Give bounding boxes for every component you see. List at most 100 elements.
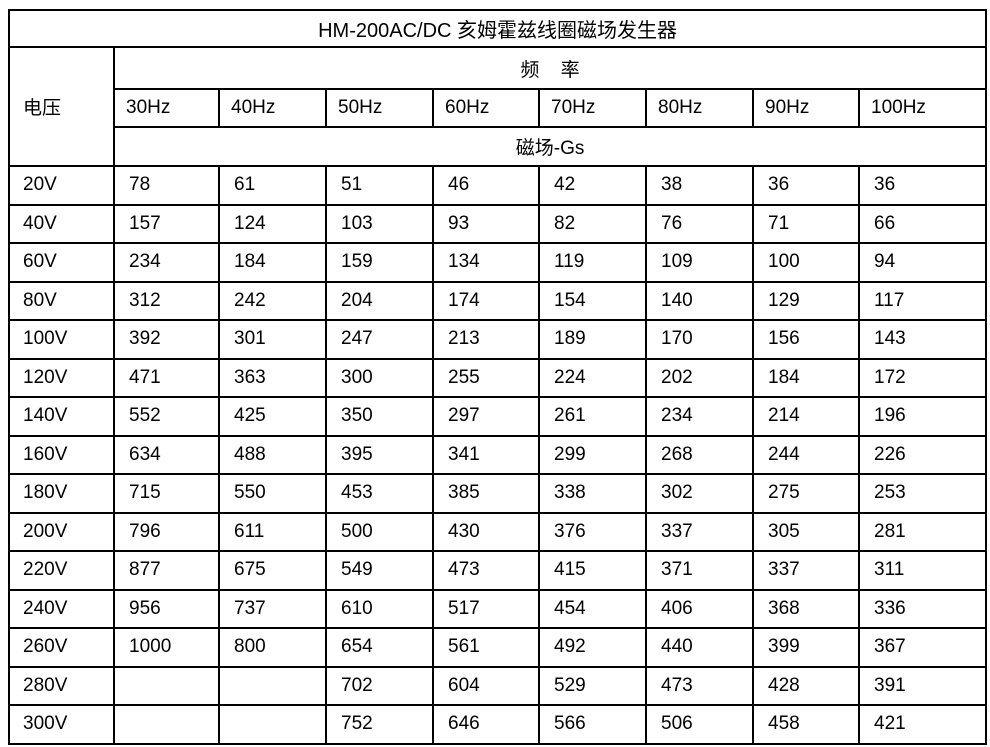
field-value-cell: 189 [538,319,647,360]
field-value-cell: 170 [645,319,754,360]
field-value-cell: 78 [113,165,220,206]
voltage-column-header: 电压 [8,46,115,167]
field-value-cell: 36 [857,165,988,206]
frequency-group-header: 频 率 [112,46,988,90]
field-value-cell: 1000 [113,627,220,668]
voltage-cell: 200V [8,511,115,552]
field-value-cell: 143 [857,319,988,360]
field-unit-header: 磁场-Gs [112,126,988,167]
field-value-cell: 51 [325,165,434,206]
field-value-cell: 634 [113,434,220,475]
voltage-cell: 20V [8,165,115,206]
field-value-cell: 244 [752,434,860,475]
frequency-column-header: 80Hz [645,88,754,128]
field-value-cell: 473 [645,665,754,706]
voltage-cell: 80V [8,280,115,321]
field-value-cell: 702 [325,665,434,706]
field-value-cell: 430 [432,511,540,552]
field-value-cell: 204 [325,280,434,321]
field-value-cell: 157 [113,203,220,244]
field-value-cell: 610 [325,588,434,629]
field-value-cell [218,704,327,745]
field-unit-row: 磁场-Gs [9,126,988,167]
field-value-cell: 338 [538,473,647,514]
table-row: 220V 877 675 549 473 415 371 337 311 [8,550,988,591]
field-value-cell: 956 [113,588,220,629]
field-value-cell: 392 [113,319,220,360]
field-value-cell: 492 [538,627,647,668]
field-value-cell: 415 [538,550,647,591]
field-value-cell: 371 [645,550,754,591]
field-value-cell: 440 [645,627,754,668]
field-value-cell: 391 [857,665,988,706]
field-value-cell: 71 [752,203,860,244]
field-value-cell: 454 [538,588,647,629]
field-value-cell: 234 [113,242,220,283]
field-value-cell: 213 [432,319,540,360]
field-value-cell: 302 [645,473,754,514]
field-value-cell: 119 [538,242,647,283]
table-title: HM-200AC/DC 亥姆霍兹线圈磁场发生器 [7,9,988,48]
field-value-cell [218,665,327,706]
voltage-cell: 160V [8,434,115,475]
field-value-cell: 399 [752,627,860,668]
voltage-cell: 100V [8,319,115,360]
field-value-cell: 877 [113,550,220,591]
field-value-cell: 337 [752,550,860,591]
voltage-cell: 40V [8,203,115,244]
field-value-cell: 184 [218,242,327,283]
voltage-cell: 240V [8,588,115,629]
field-value-cell: 654 [325,627,434,668]
magnetic-field-table: HM-200AC/DC 亥姆霍兹线圈磁场发生器 电压 频 率 30Hz 40Hz 5… [7,9,988,745]
frequency-column-header: 60Hz [432,88,540,128]
field-value-cell: 134 [432,242,540,283]
field-value-cell: 421 [857,704,988,745]
field-value-cell: 109 [645,242,754,283]
field-value-cell: 611 [218,511,327,552]
field-value-cell: 336 [857,588,988,629]
table-row: 200V 796 611 500 430 376 337 305 281 [8,511,988,552]
table-body: 20V 78 61 51 46 42 38 36 36 40V 157 124 103 93 82 76 71 6… [8,165,988,745]
field-value-cell: 341 [432,434,540,475]
field-value-cell: 458 [752,704,860,745]
field-value-cell: 140 [645,280,754,321]
table-row: 100V 392 301 247 213 189 170 156 143 [8,319,988,360]
field-value-cell: 93 [432,203,540,244]
field-value-cell [113,704,220,745]
field-value-cell: 301 [218,319,327,360]
field-value-cell: 159 [325,242,434,283]
field-value-cell: 255 [432,357,540,398]
frequency-column-header: 40Hz [218,88,327,128]
field-value-cell: 517 [432,588,540,629]
voltage-cell: 180V [8,473,115,514]
frequency-column-header: 100Hz [857,88,988,128]
voltage-cell: 300V [8,704,115,745]
field-value-cell: 242 [218,280,327,321]
table-row: 280V 702 604 529 473 428 391 [8,665,988,706]
field-value-cell: 174 [432,280,540,321]
field-value-cell: 82 [538,203,647,244]
field-value-cell: 42 [538,165,647,206]
field-value-cell: 752 [325,704,434,745]
table-row: 60V 234 184 159 134 119 109 100 94 [8,242,988,283]
field-value-cell: 406 [645,588,754,629]
table-row: 260V 1000 800 654 561 492 440 399 367 [8,627,988,668]
table-row: 20V 78 61 51 46 42 38 36 36 [8,165,988,206]
field-value-cell: 226 [857,434,988,475]
field-value-cell: 796 [113,511,220,552]
field-value-cell: 675 [218,550,327,591]
field-value-cell: 561 [432,627,540,668]
field-value-cell: 184 [752,357,860,398]
field-value-cell [113,665,220,706]
table-row: 40V 157 124 103 93 82 76 71 66 [8,203,988,244]
field-value-cell: 253 [857,473,988,514]
frequency-columns-row: 30Hz 40Hz 50Hz 60Hz 70Hz 80Hz 90Hz 100Hz [9,88,988,128]
field-value-cell: 103 [325,203,434,244]
field-value-cell: 646 [432,704,540,745]
field-value-cell: 154 [538,280,647,321]
voltage-cell: 120V [8,357,115,398]
field-value-cell: 172 [857,357,988,398]
field-value-cell: 800 [218,627,327,668]
field-value-cell: 471 [113,357,220,398]
